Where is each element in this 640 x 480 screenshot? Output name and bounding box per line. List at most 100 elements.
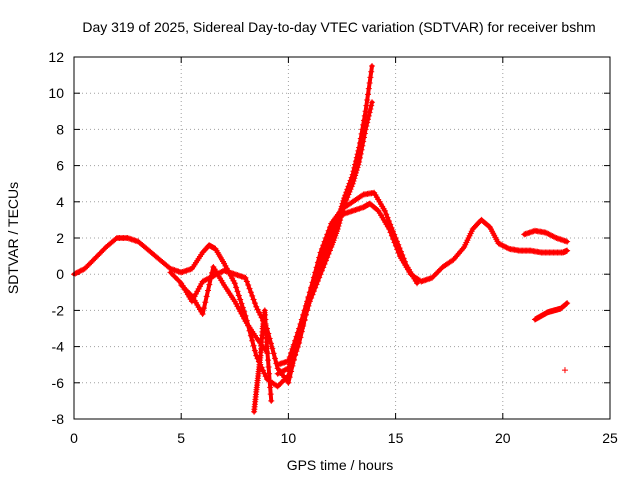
arc-8-point	[544, 230, 551, 237]
arc-1-point	[76, 268, 83, 275]
arc-5-point	[341, 202, 348, 209]
arc-5-point	[343, 196, 350, 203]
arc-5-point	[347, 186, 354, 193]
arc-1-point	[250, 342, 257, 349]
arc-5-point	[281, 367, 288, 374]
arc-5-point	[322, 257, 329, 264]
arc-2-point	[317, 249, 324, 256]
y-tick-label: 0	[56, 266, 64, 282]
y-tick-label: 4	[56, 194, 64, 210]
arc-5-point	[321, 261, 328, 268]
arc-3-point	[184, 288, 191, 295]
arc-3-point	[203, 293, 210, 300]
arc-8-point	[564, 238, 571, 245]
arc-5-point	[345, 191, 352, 198]
arc-5-point	[364, 119, 371, 126]
arc-3-point	[187, 291, 194, 298]
arc-1-point	[251, 347, 258, 354]
arc-2-point	[167, 269, 174, 276]
arc-1-point	[81, 265, 88, 272]
arc-1-point	[91, 256, 98, 263]
arc-5-point	[302, 311, 309, 318]
arc-3-point	[207, 275, 214, 282]
arc-6-point	[267, 391, 274, 398]
arc-5-point	[294, 338, 301, 345]
y-tick-label: 2	[56, 230, 64, 246]
arc-2-point	[272, 355, 278, 362]
arc-5-point	[334, 225, 341, 232]
arc-6-point	[263, 343, 270, 350]
arc-2-point	[250, 296, 257, 303]
arc-2-point	[414, 280, 421, 287]
arc-5-point	[363, 123, 370, 130]
arc-1-point	[88, 258, 95, 265]
arc-2-point	[400, 255, 407, 262]
arc-2-point	[270, 350, 277, 357]
arc-5-point	[309, 291, 316, 298]
chart-title: Day 319 of 2025, Sidereal Day-to-day VTE…	[82, 19, 595, 35]
arc-1-point	[429, 274, 436, 281]
arc-5-point	[320, 264, 327, 271]
arc-5-point	[367, 106, 374, 113]
arc-5-point	[354, 164, 361, 171]
arc-2-point	[286, 374, 293, 381]
arc-1-point	[112, 236, 119, 243]
arc-5-point	[312, 284, 319, 291]
arc-5-point	[274, 370, 281, 377]
arc-1-point	[499, 242, 506, 249]
arc-5-point	[351, 175, 358, 182]
x-tick-label: 5	[177, 430, 185, 446]
arc-2-point	[387, 221, 394, 228]
arc-4-point	[362, 108, 369, 115]
arc-6-point	[265, 357, 272, 364]
arc-3-point	[180, 284, 187, 291]
x-tick-label: 10	[281, 430, 297, 446]
arc-2-point	[242, 274, 249, 281]
arc-8-point	[550, 233, 557, 240]
arc-2-point	[392, 235, 399, 241]
arc-1-point	[274, 383, 281, 390]
arc-1-point	[234, 288, 241, 295]
arc-1-point	[374, 206, 381, 213]
arc-2-point	[171, 273, 178, 280]
arc-5-point	[346, 188, 353, 195]
arc-1-point	[83, 264, 90, 271]
arc-8-point	[545, 230, 552, 237]
arc-1-point	[235, 292, 242, 299]
arc-2-point	[389, 228, 396, 235]
arc-3-point	[202, 299, 209, 306]
arc-7-point	[564, 300, 571, 307]
arc-1-point	[496, 241, 503, 248]
arc-4-point	[369, 63, 376, 70]
arc-8-point	[546, 231, 553, 238]
arc-3-point	[206, 281, 213, 288]
arc-1-point	[92, 254, 99, 261]
y-tick-label: 12	[48, 49, 64, 65]
y-tick-label: -4	[52, 339, 65, 355]
arc-5-point	[353, 167, 360, 174]
arc-5-point	[337, 214, 344, 221]
arc-1-point	[504, 245, 511, 252]
arc-1-point	[73, 269, 80, 276]
arc-5-point	[325, 250, 332, 257]
arc-1-point	[97, 249, 104, 256]
arc-5-point	[359, 142, 366, 149]
arc-2-point	[397, 248, 404, 255]
arc-2-point	[245, 282, 252, 289]
arc-5-point	[366, 109, 373, 116]
arc-1-point	[238, 300, 245, 307]
arc-2-point	[202, 277, 209, 284]
y-tick-label: 6	[56, 158, 64, 174]
arc-8-point	[552, 234, 559, 241]
arc-2-point	[321, 238, 328, 245]
y-axis-label: SDTVAR / TECUs	[5, 182, 21, 294]
arc-1-point	[433, 270, 440, 277]
arc-8-point	[549, 232, 556, 239]
arc-2-point	[249, 292, 256, 299]
arc-5-point	[300, 320, 307, 327]
arc-1-point	[434, 269, 441, 276]
arc-5-point	[305, 302, 312, 309]
arc-5-point	[284, 365, 291, 372]
arc-2-point	[395, 241, 402, 248]
arc-2-point	[383, 211, 390, 218]
